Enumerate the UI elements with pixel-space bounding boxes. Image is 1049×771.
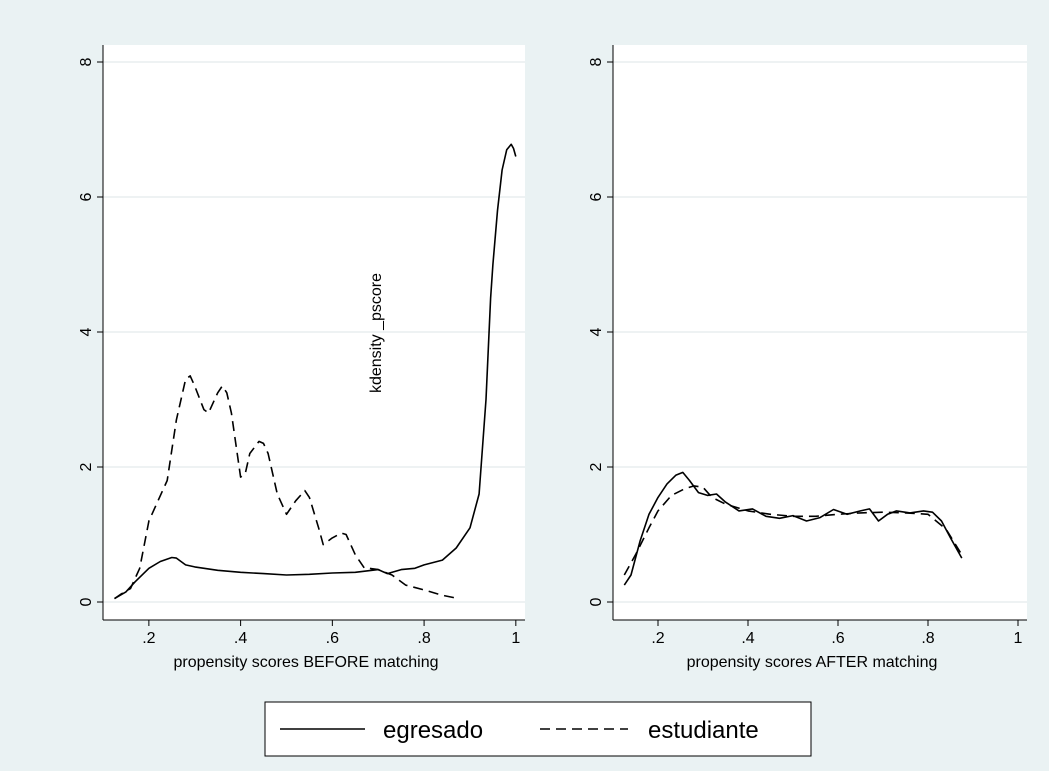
y-tick-label: 8 <box>78 57 95 66</box>
x-tick-label: .2 <box>651 630 664 647</box>
y-tick-label: 0 <box>588 597 605 606</box>
series-line-egresado <box>114 143 517 600</box>
legend-label-egresado: egresado <box>383 717 483 744</box>
y-tick-label: 0 <box>78 597 95 606</box>
x-tick-label: .8 <box>921 630 934 647</box>
series-line-estudiante <box>114 375 459 600</box>
y-axis-title: kdensity _pscore <box>368 273 385 393</box>
y-tick-label: 2 <box>78 462 95 471</box>
x-tick-label: 1 <box>511 630 520 647</box>
legend: egresado estudiante <box>264 701 812 757</box>
series-line-estudiante <box>623 485 963 576</box>
x-axis-title: propensity scores BEFORE matching <box>174 654 439 671</box>
y-tick-label: 6 <box>78 192 95 201</box>
x-tick-label: .6 <box>326 630 339 647</box>
x-tick-label: .6 <box>831 630 844 647</box>
x-tick-label: .4 <box>741 630 754 647</box>
y-tick-label: 4 <box>588 327 605 336</box>
y-tick-label: 8 <box>588 57 605 66</box>
panel-after-matching: 0 2 4 6 8 .2 .4 .6 .8 1 propensity scores AFTER ma… <box>588 45 1027 671</box>
legend-label-estudiante: estudiante <box>648 717 759 744</box>
y-tick-label: 2 <box>588 462 605 471</box>
x-tick-label: 1 <box>1014 630 1023 647</box>
y-tick-label: 4 <box>78 327 95 336</box>
y-tick-label: 6 <box>588 192 605 201</box>
x-tick-label: .2 <box>142 630 155 647</box>
x-tick-label: .4 <box>234 630 247 647</box>
panel-before-matching: 0 2 4 6 8 .2 .4 .6 .8 1 propensity scores BEFORE m… <box>78 45 525 671</box>
x-axis-title: propensity scores AFTER matching <box>687 654 938 671</box>
x-tick-label: .8 <box>417 630 430 647</box>
